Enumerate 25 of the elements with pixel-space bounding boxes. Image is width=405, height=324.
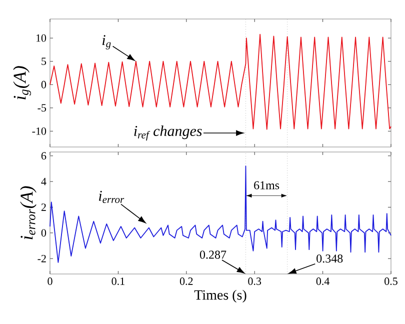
x-tick-label: 0.4: [316, 278, 330, 285]
y-tick-label: 0: [41, 80, 46, 88]
y-tick-label: 0: [41, 229, 46, 237]
x-tick-label: 0.1: [112, 278, 124, 285]
x-tick-label: 0: [48, 278, 52, 285]
y-tick-label: 10: [36, 34, 46, 42]
annotation: i$_{error}$: [98, 190, 124, 204]
x-tick-label: 0.3: [248, 278, 262, 285]
x-tick-label: 0.5: [384, 278, 398, 285]
y-tick-label: -5: [38, 104, 46, 112]
y-tick-label: 4: [41, 178, 46, 186]
y-tick-label: 5: [42, 58, 46, 66]
y-tick-label: -2: [38, 254, 46, 262]
y-axis-title: i$_{error}$(A): [20, 186, 36, 240]
annotation: i$_{g}$: [102, 35, 111, 50]
y-tick-label: -10: [32, 127, 46, 135]
annotation: 61ms: [254, 181, 280, 190]
ref-line-label: 0.287: [200, 250, 226, 259]
y-tick-label: 2: [41, 204, 46, 211]
x-axis-title: Times (s): [194, 290, 246, 303]
ref-line-label: 0.348: [316, 254, 343, 263]
y-tick-label: 6: [41, 152, 46, 160]
x-tick-label: 0.2: [180, 278, 193, 285]
annotation: i$_{ref}$ changes: [134, 126, 202, 141]
y-axis-title: i$_{g}$(A): [13, 66, 31, 100]
